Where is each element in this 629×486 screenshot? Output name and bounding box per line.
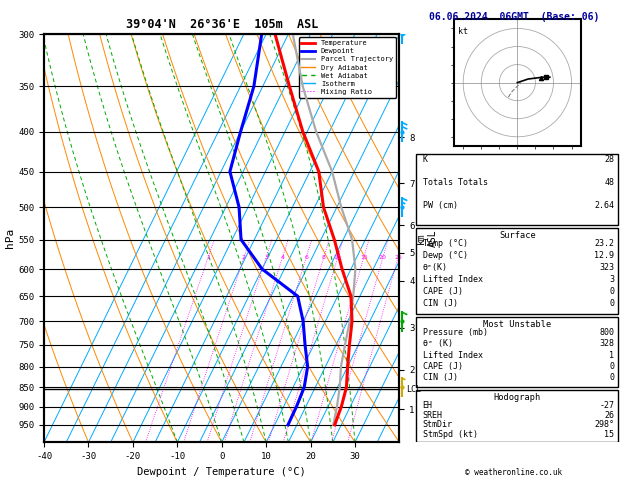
Text: 0: 0	[610, 373, 615, 382]
Text: 23.2: 23.2	[594, 240, 615, 248]
Text: 1: 1	[610, 350, 615, 360]
Text: 06.06.2024  06GMT  (Base: 06): 06.06.2024 06GMT (Base: 06)	[429, 12, 599, 22]
Text: 1: 1	[206, 255, 210, 260]
Text: 8: 8	[322, 255, 326, 260]
Text: Pressure (mb): Pressure (mb)	[423, 329, 487, 337]
Legend: Temperature, Dewpoint, Parcel Trajectory, Dry Adiabat, Wet Adiabat, Isotherm, Mi: Temperature, Dewpoint, Parcel Trajectory…	[299, 37, 396, 98]
Bar	[416, 390, 618, 442]
Text: CAPE (J): CAPE (J)	[423, 287, 462, 296]
Text: StmDir: StmDir	[423, 420, 452, 429]
Text: Totals Totals: Totals Totals	[423, 178, 487, 187]
Text: 6: 6	[304, 255, 308, 260]
Text: θᵉ (K): θᵉ (K)	[423, 340, 452, 348]
Y-axis label: hPa: hPa	[6, 228, 15, 248]
Bar	[416, 228, 618, 314]
Text: Most Unstable: Most Unstable	[483, 320, 552, 329]
Text: 20: 20	[379, 255, 387, 260]
Text: Hodograph: Hodograph	[494, 393, 541, 401]
Text: StmSpd (kt): StmSpd (kt)	[423, 430, 477, 439]
Text: 2: 2	[242, 255, 246, 260]
X-axis label: Dewpoint / Temperature (°C): Dewpoint / Temperature (°C)	[137, 467, 306, 477]
Text: 2.64: 2.64	[594, 201, 615, 209]
Text: 28: 28	[604, 155, 615, 164]
Text: kt: kt	[458, 27, 468, 35]
Text: CIN (J): CIN (J)	[423, 373, 457, 382]
Text: 0: 0	[610, 362, 615, 371]
Text: -27: -27	[599, 401, 615, 410]
Text: LCL: LCL	[406, 384, 421, 394]
Text: θᵉ(K): θᵉ(K)	[423, 263, 447, 272]
Text: EH: EH	[423, 401, 433, 410]
Text: SREH: SREH	[423, 411, 443, 420]
Text: 15: 15	[604, 430, 615, 439]
Text: © weatheronline.co.uk: © weatheronline.co.uk	[465, 468, 562, 477]
Text: 3: 3	[264, 255, 268, 260]
Text: 0: 0	[610, 287, 615, 296]
Text: 298°: 298°	[594, 420, 615, 429]
Text: 800: 800	[599, 329, 615, 337]
Text: 10: 10	[334, 255, 342, 260]
Text: 25: 25	[394, 255, 402, 260]
Text: CAPE (J): CAPE (J)	[423, 362, 462, 371]
Text: Surface: Surface	[499, 231, 536, 240]
Title: 39°04'N  26°36'E  105m  ASL: 39°04'N 26°36'E 105m ASL	[126, 18, 318, 32]
Text: 15: 15	[360, 255, 367, 260]
Y-axis label: km
ASL: km ASL	[416, 229, 438, 247]
Text: Lifted Index: Lifted Index	[423, 275, 482, 284]
Bar	[416, 317, 618, 387]
Text: 0: 0	[610, 299, 615, 308]
Text: Dewp (°C): Dewp (°C)	[423, 251, 467, 260]
Text: 4: 4	[281, 255, 284, 260]
Bar	[416, 154, 618, 225]
Text: Temp (°C): Temp (°C)	[423, 240, 467, 248]
Text: CIN (J): CIN (J)	[423, 299, 457, 308]
Text: K: K	[423, 155, 428, 164]
Text: Lifted Index: Lifted Index	[423, 350, 482, 360]
Text: 48: 48	[604, 178, 615, 187]
Text: 26: 26	[604, 411, 615, 420]
Text: 12.9: 12.9	[594, 251, 615, 260]
Text: 323: 323	[599, 263, 615, 272]
Text: 328: 328	[599, 340, 615, 348]
Text: 3: 3	[610, 275, 615, 284]
Text: PW (cm): PW (cm)	[423, 201, 457, 209]
